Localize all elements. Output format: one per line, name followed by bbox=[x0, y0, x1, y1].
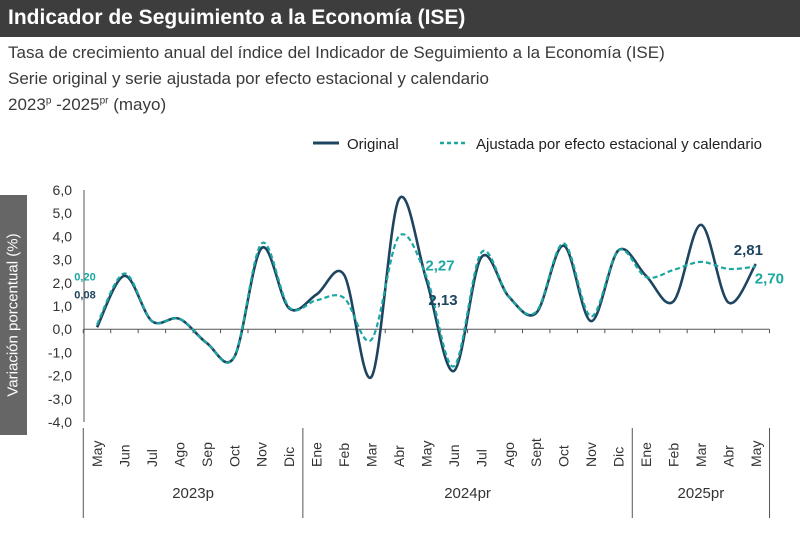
x-tick-label: May bbox=[748, 441, 764, 467]
x-tick-label: Oct bbox=[226, 445, 242, 467]
group-label: 2025pr bbox=[678, 485, 725, 502]
x-tick-label: Jun bbox=[446, 444, 462, 467]
group-label: 2024pr bbox=[444, 485, 491, 502]
chart-subtitle-2: Serie original y serie ajustada por efec… bbox=[8, 69, 489, 88]
x-tick-label: Jul bbox=[144, 449, 160, 467]
x-tick-label: Sep bbox=[199, 442, 215, 467]
x-tick-label: Mar bbox=[364, 443, 380, 467]
series-line-adjusted bbox=[96, 233, 756, 368]
period-start-sup: p bbox=[45, 95, 52, 107]
y-axis-label-band bbox=[0, 195, 27, 435]
y-tick-label: 5,0 bbox=[53, 205, 73, 221]
y-tick-label: 4,0 bbox=[53, 228, 73, 244]
x-tick-label: Jun bbox=[116, 444, 132, 467]
x-tick-label: Nov bbox=[583, 442, 599, 467]
data-label: 0,20 bbox=[74, 272, 95, 284]
y-tick-label: 2,0 bbox=[53, 275, 73, 291]
x-tick-label: May bbox=[89, 441, 105, 467]
data-label: 2,81 bbox=[734, 242, 763, 259]
x-tick-label: May bbox=[418, 441, 434, 467]
x-tick-label: Dic bbox=[611, 447, 627, 467]
x-tick-label: Jul bbox=[473, 449, 489, 467]
y-tick-label: -3,0 bbox=[48, 391, 72, 407]
y-tick-label: -1,0 bbox=[48, 344, 72, 360]
y-tick-label: -4,0 bbox=[48, 414, 72, 430]
y-tick-label: 6,0 bbox=[53, 182, 73, 198]
data-label: 2,70 bbox=[755, 271, 784, 288]
legend-label-adjusted: Ajustada por efecto estacional y calenda… bbox=[476, 136, 762, 153]
x-tick-label: Sept bbox=[528, 438, 544, 467]
data-label: 0,08 bbox=[74, 289, 95, 301]
x-tick-label: Abr bbox=[391, 445, 407, 467]
x-tick-label: Ago bbox=[501, 442, 517, 467]
period-note: (mayo) bbox=[108, 95, 167, 114]
chart-period: 2023p -2025pr (mayo) bbox=[8, 95, 166, 115]
period-sep: -2025 bbox=[51, 95, 100, 114]
x-tick-label: Dic bbox=[281, 447, 297, 467]
x-tick-label: Ene bbox=[309, 442, 325, 467]
x-tick-label: Mar bbox=[693, 443, 709, 467]
group-label: 2023p bbox=[172, 485, 214, 502]
y-tick-label: 1,0 bbox=[53, 298, 73, 314]
x-tick-label: Ago bbox=[171, 442, 187, 467]
y-tick-label: -2,0 bbox=[48, 368, 72, 384]
x-tick-label: Nov bbox=[254, 442, 270, 467]
x-tick-label: Feb bbox=[665, 443, 681, 467]
x-tick-label: Abr bbox=[720, 445, 736, 467]
chart-title: Indicador de Seguimiento a la Economía (… bbox=[8, 6, 466, 29]
series-line-original bbox=[95, 195, 757, 379]
period-start: 2023 bbox=[8, 95, 46, 114]
x-tick-label: Ene bbox=[638, 442, 654, 467]
chart-subtitle-1: Tasa de crecimiento anual del índice del… bbox=[8, 43, 665, 62]
y-tick-label: 3,0 bbox=[53, 252, 73, 268]
title-bar: Indicador de Seguimiento a la Economía (… bbox=[0, 0, 800, 37]
data-label: 2,13 bbox=[428, 292, 457, 309]
x-tick-label: Feb bbox=[336, 443, 352, 467]
period-end-sup: pr bbox=[99, 95, 109, 107]
legend-label-original: Original bbox=[347, 136, 399, 153]
y-tick-label: 0,0 bbox=[53, 321, 73, 337]
data-label: 2,27 bbox=[425, 258, 454, 275]
x-tick-label: Oct bbox=[556, 445, 572, 467]
